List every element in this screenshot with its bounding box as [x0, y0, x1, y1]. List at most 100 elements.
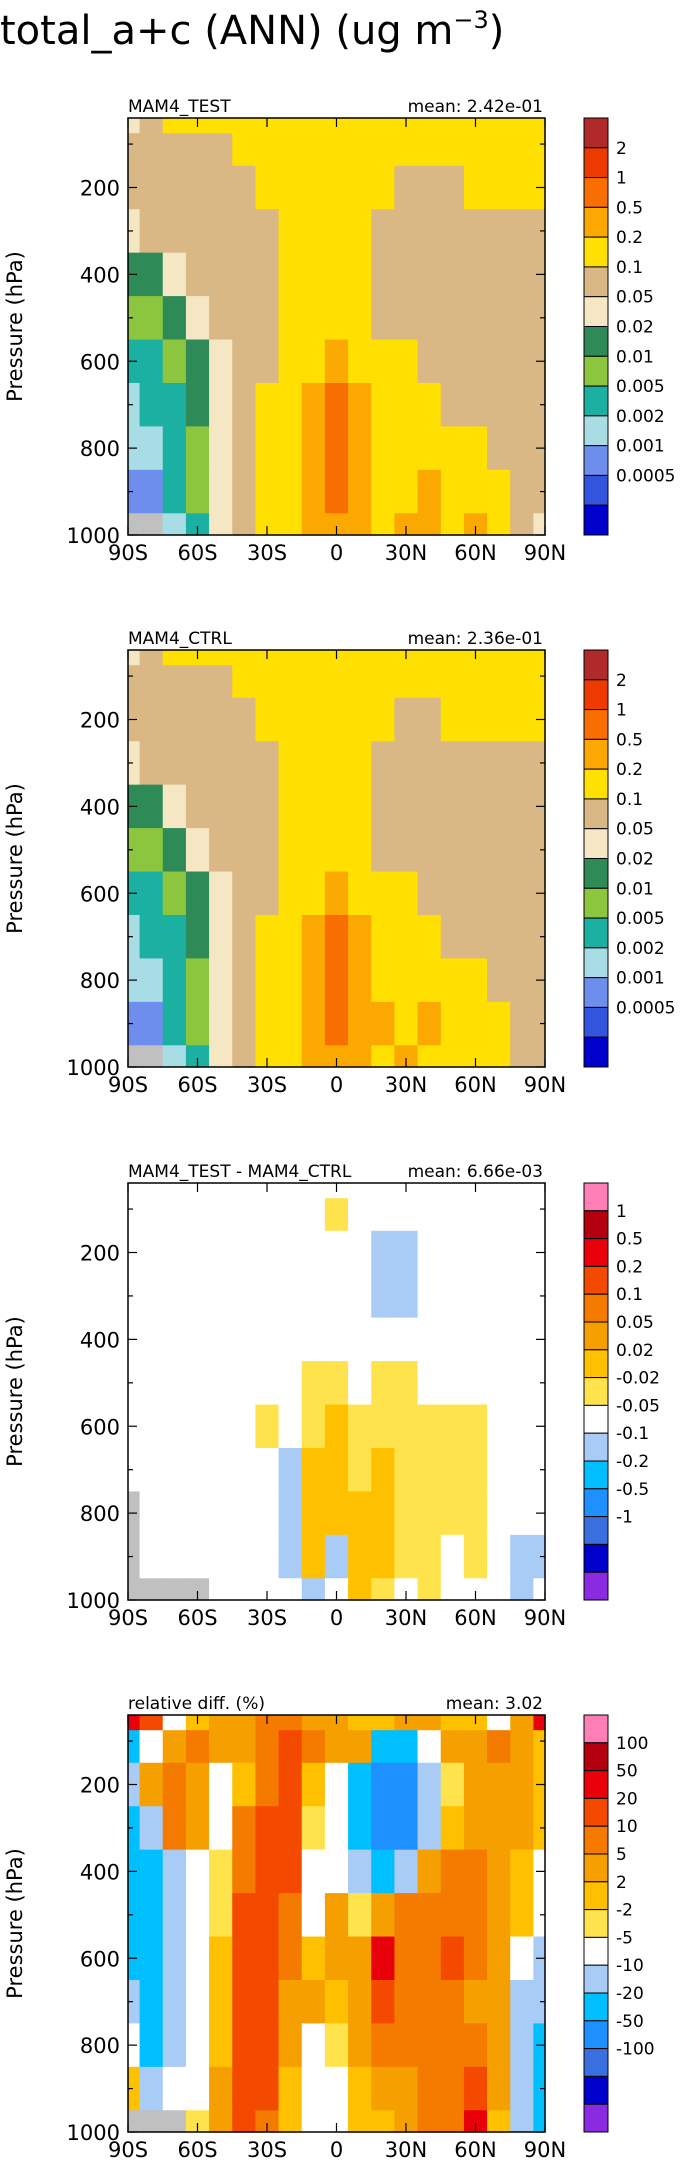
data-cell — [139, 1001, 164, 1046]
data-cell — [162, 1715, 187, 1731]
data-cell — [533, 1715, 546, 1731]
data-cell — [348, 1491, 372, 1536]
data-cell — [162, 1979, 187, 2025]
data-cell — [463, 2023, 488, 2068]
data-cell — [371, 382, 396, 428]
data-cell — [533, 1730, 546, 1764]
colorbar-swatch — [583, 887, 609, 919]
data-cell — [371, 1762, 396, 1807]
data-cell — [255, 133, 280, 167]
data-cell — [533, 1361, 546, 1406]
data-cell — [162, 914, 187, 960]
data-cell — [232, 1730, 257, 1764]
data-cell — [162, 118, 187, 134]
colorbar-label: 1 — [616, 169, 627, 189]
data-cell — [440, 1001, 465, 1046]
data-cell — [139, 209, 164, 254]
data-cell — [162, 741, 187, 786]
data-cell — [533, 513, 546, 536]
data-cell — [440, 1806, 465, 1851]
colorbar-swatch — [583, 1488, 609, 1518]
data-cell — [417, 1361, 442, 1406]
data-cell — [185, 1001, 210, 1046]
colorbar-swatch — [583, 738, 609, 770]
data-cell — [324, 1045, 349, 1068]
colorbar-label: -50 — [616, 2012, 644, 2032]
data-cell — [185, 2110, 210, 2133]
data-cell — [417, 1893, 442, 1938]
data-cell — [348, 1849, 372, 1894]
data-cell — [510, 1578, 535, 1601]
data-cell — [348, 1447, 372, 1493]
data-cell — [440, 1447, 465, 1493]
data-cell — [371, 209, 396, 254]
colorbar-swatch — [583, 917, 609, 949]
data-cell — [278, 1198, 303, 1232]
data-cell — [463, 209, 488, 254]
colorbar-swatch — [583, 2048, 609, 2077]
data-cell — [417, 1578, 442, 1601]
data-cell — [255, 382, 280, 428]
colorbar-label: 2 — [616, 671, 627, 691]
data-cell — [510, 2066, 535, 2111]
data-cell — [394, 2023, 419, 2068]
data-cell — [348, 165, 372, 210]
data-cell — [394, 1936, 419, 1981]
data-cell — [417, 741, 442, 786]
data-cell — [487, 118, 511, 134]
data-cell — [510, 469, 535, 514]
data-cell — [324, 165, 349, 210]
data-cell — [371, 252, 396, 297]
data-cell — [324, 1936, 349, 1981]
data-cell — [139, 1979, 164, 2025]
panel-3: MAM4_TEST - MAM4_CTRL mean: 6.66e-03 90S 60… — [3, 1162, 660, 1630]
data-cell — [128, 1001, 141, 1046]
data-cell — [255, 296, 280, 341]
data-cell — [162, 1361, 187, 1406]
data-cell — [324, 1274, 349, 1319]
data-cell — [440, 426, 465, 471]
data-cell — [255, 1317, 280, 1362]
panel-title: MAM4_TEST — [128, 97, 231, 117]
data-cell — [162, 1447, 187, 1493]
data-cell — [417, 1317, 442, 1362]
x-tick-label: 30S — [247, 541, 287, 565]
data-cell — [417, 914, 442, 960]
data-cell — [348, 118, 372, 134]
data-cell — [209, 426, 233, 471]
data-cell — [463, 1001, 488, 1046]
data-cell — [417, 133, 442, 167]
data-cell — [209, 784, 233, 829]
data-cell — [348, 382, 372, 428]
data-cell — [185, 469, 210, 514]
data-cell — [510, 133, 535, 167]
data-cell — [255, 426, 280, 471]
data-cell — [371, 165, 396, 210]
data-cell — [440, 2110, 465, 2133]
data-cell — [417, 339, 442, 384]
y-tick-label: 800 — [80, 969, 120, 993]
data-cell — [440, 1491, 465, 1536]
colorbar-swatch — [583, 1265, 609, 1295]
data-cell — [510, 1849, 535, 1894]
data-cell — [348, 1198, 372, 1232]
data-cell — [255, 1578, 280, 1601]
data-cell — [128, 1730, 141, 1764]
colorbar-label: 100 — [616, 1734, 648, 1754]
colorbar-swatch — [583, 977, 609, 1008]
data-cell — [278, 697, 303, 742]
data-cell — [417, 871, 442, 916]
data-cell — [232, 958, 257, 1003]
colorbar-swatch — [583, 1543, 609, 1573]
data-cell — [348, 1578, 372, 1601]
data-cell — [440, 133, 465, 167]
data-cell — [510, 1001, 535, 1046]
data-cell — [371, 871, 396, 916]
data-cell — [533, 1045, 546, 1068]
data-cell — [185, 382, 210, 428]
data-cell — [162, 871, 187, 916]
data-cell — [510, 1183, 535, 1199]
y-tick-label: 1000 — [67, 2121, 120, 2145]
data-cell — [440, 2066, 465, 2111]
data-cell — [510, 1447, 535, 1493]
